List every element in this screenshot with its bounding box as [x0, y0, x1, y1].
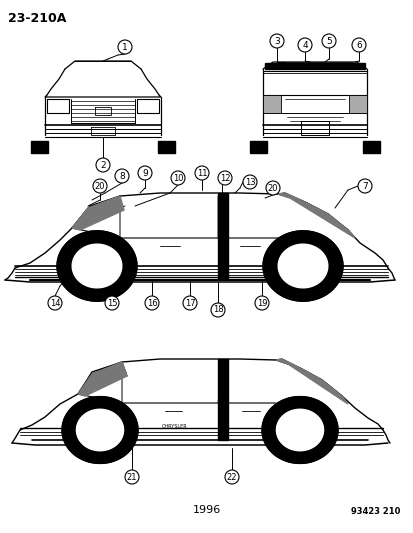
Circle shape: [138, 166, 152, 180]
Text: 19: 19: [256, 298, 267, 308]
Text: 16: 16: [146, 298, 157, 308]
Text: CHRYSLER: CHRYSLER: [162, 424, 188, 429]
Circle shape: [242, 175, 256, 189]
Text: 11: 11: [196, 168, 207, 177]
Circle shape: [254, 296, 268, 310]
Polygon shape: [249, 141, 266, 153]
Polygon shape: [276, 409, 323, 451]
Text: 20: 20: [95, 182, 105, 190]
Polygon shape: [277, 193, 354, 238]
Text: 21: 21: [126, 472, 137, 481]
Text: 17: 17: [184, 298, 195, 308]
Text: 18: 18: [212, 305, 223, 314]
Circle shape: [297, 38, 311, 52]
Text: 5: 5: [325, 36, 331, 45]
Polygon shape: [31, 141, 48, 153]
Text: 22: 22: [226, 472, 237, 481]
Polygon shape: [262, 95, 280, 113]
Text: 2: 2: [100, 160, 106, 169]
Polygon shape: [261, 397, 337, 463]
Circle shape: [93, 179, 107, 193]
Circle shape: [218, 171, 231, 185]
Text: 13: 13: [244, 177, 255, 187]
Text: 15: 15: [107, 298, 117, 308]
Circle shape: [48, 296, 62, 310]
Text: 10: 10: [172, 174, 183, 182]
Text: 1: 1: [122, 43, 128, 52]
Circle shape: [321, 34, 335, 48]
Circle shape: [145, 296, 159, 310]
Circle shape: [195, 166, 209, 180]
Text: 23-210A: 23-210A: [8, 12, 66, 25]
Polygon shape: [275, 359, 347, 404]
Circle shape: [96, 158, 110, 172]
Circle shape: [118, 40, 132, 54]
Circle shape: [224, 470, 238, 484]
Polygon shape: [76, 409, 123, 451]
Text: 9: 9: [142, 168, 147, 177]
Text: 1996: 1996: [192, 505, 221, 515]
Circle shape: [125, 470, 139, 484]
Polygon shape: [72, 196, 124, 230]
Polygon shape: [362, 141, 379, 153]
Polygon shape: [278, 244, 327, 288]
Polygon shape: [62, 397, 138, 463]
Circle shape: [266, 181, 279, 195]
Polygon shape: [57, 231, 137, 301]
Polygon shape: [158, 141, 175, 153]
Polygon shape: [262, 231, 342, 301]
Polygon shape: [78, 362, 127, 396]
Circle shape: [171, 171, 185, 185]
Circle shape: [351, 38, 365, 52]
Polygon shape: [72, 244, 121, 288]
Circle shape: [357, 179, 371, 193]
Circle shape: [105, 296, 119, 310]
Text: 20: 20: [267, 183, 278, 192]
Text: 4: 4: [301, 41, 307, 50]
Circle shape: [211, 303, 224, 317]
Text: 6: 6: [355, 41, 361, 50]
Polygon shape: [218, 193, 228, 278]
Circle shape: [183, 296, 197, 310]
Text: 7: 7: [361, 182, 367, 190]
Polygon shape: [218, 359, 228, 440]
Text: 8: 8: [119, 172, 125, 181]
Text: 3: 3: [273, 36, 279, 45]
Polygon shape: [274, 63, 354, 69]
Text: 14: 14: [50, 298, 60, 308]
Circle shape: [115, 169, 129, 183]
Polygon shape: [264, 63, 364, 69]
Circle shape: [269, 34, 283, 48]
Polygon shape: [348, 95, 366, 113]
Text: 12: 12: [219, 174, 230, 182]
Text: 93423 210: 93423 210: [350, 507, 399, 516]
